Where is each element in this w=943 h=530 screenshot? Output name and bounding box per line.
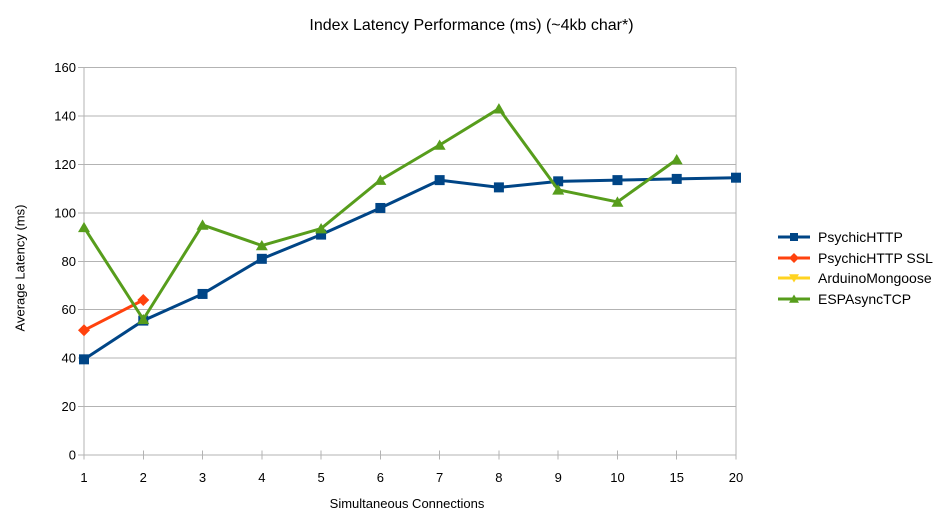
series-espasynctcp <box>78 103 683 325</box>
legend-label-psychichttp: PsychicHTTP <box>818 229 903 246</box>
x-axis-title: Simultaneous Connections <box>329 496 485 511</box>
series-marker <box>789 294 799 303</box>
series-marker <box>316 229 327 240</box>
series-marker <box>731 172 741 183</box>
x-tick-label: 15 <box>669 470 683 485</box>
series-marker <box>137 313 150 325</box>
x-tick-label: 3 <box>199 470 206 485</box>
series-marker <box>553 176 564 187</box>
series-marker <box>255 240 268 251</box>
series-marker <box>492 103 505 114</box>
series-line <box>83 176 737 361</box>
legend-item-espasynctcp: ESPAsyncTCP <box>777 289 933 310</box>
chart-title: Index Latency Performance (ms) (~4kb cha… <box>309 17 634 34</box>
y-tick-label: 160 <box>54 60 76 75</box>
y-tick-label: 100 <box>54 205 76 220</box>
legend-label-espasynctcp: ESPAsyncTCP <box>818 290 912 307</box>
series-psychichttp-ssl <box>78 294 150 337</box>
y-tick-label: 120 <box>54 157 76 172</box>
x-tick-label: 7 <box>436 470 443 485</box>
legend-triangle-down-marker-icon <box>778 274 810 283</box>
legend-diamond-marker-icon <box>778 252 810 263</box>
legend-square-marker-icon <box>778 233 810 242</box>
series-psychichttp <box>79 172 741 365</box>
x-tick-label: 9 <box>555 470 562 485</box>
y-tick-label: 80 <box>62 254 76 269</box>
series-marker <box>256 253 267 264</box>
x-tick-label: 4 <box>258 470 265 485</box>
series-marker <box>493 182 504 193</box>
series-line <box>82 106 678 323</box>
series-marker <box>79 354 89 365</box>
series-marker <box>197 288 208 299</box>
legend-item-psychichttp-ssl: PsychicHTTP SSL <box>777 248 933 269</box>
x-tick-label: 10 <box>610 470 624 485</box>
series-marker <box>670 154 683 165</box>
series-marker <box>315 223 328 234</box>
legend-label-arduinomongoose: ArduinoMongoose <box>818 270 932 287</box>
legend: PsychicHTTP PsychicHTTP SSL ArduinoMongoos… <box>777 227 933 309</box>
x-tick-label: 2 <box>140 470 147 485</box>
legend-triangle-up-marker-icon <box>778 294 810 303</box>
series-marker <box>789 252 799 263</box>
y-tick-label: 60 <box>62 302 76 317</box>
y-tick-label: 40 <box>62 351 76 366</box>
series-marker <box>78 221 90 233</box>
series-marker <box>611 196 624 207</box>
legend-label-psychichttp-ssl: PsychicHTTP SSL <box>818 249 933 266</box>
y-tick-label: 20 <box>62 399 76 414</box>
x-tick-label: 5 <box>317 470 324 485</box>
series-marker <box>196 219 209 230</box>
series-marker <box>671 173 682 184</box>
series-marker <box>612 175 623 186</box>
series-marker <box>137 294 150 306</box>
series-marker <box>375 202 386 213</box>
series-marker <box>434 175 445 186</box>
series-marker <box>78 324 90 337</box>
x-tick-label: 8 <box>495 470 502 485</box>
legend-item-arduinomongoose: ArduinoMongoose <box>777 268 933 289</box>
x-tick-label: 6 <box>377 470 384 485</box>
y-tick-label: 0 <box>69 448 76 463</box>
y-tick-label: 140 <box>54 108 76 123</box>
series-marker <box>374 174 387 185</box>
series-marker <box>552 184 565 195</box>
series-marker <box>433 139 446 150</box>
legend-item-psychichttp: PsychicHTTP <box>777 227 933 248</box>
series-marker <box>789 274 799 283</box>
x-tick-label: 1 <box>80 470 87 485</box>
series-marker <box>790 233 798 242</box>
x-tick-label: 20 <box>729 470 743 485</box>
